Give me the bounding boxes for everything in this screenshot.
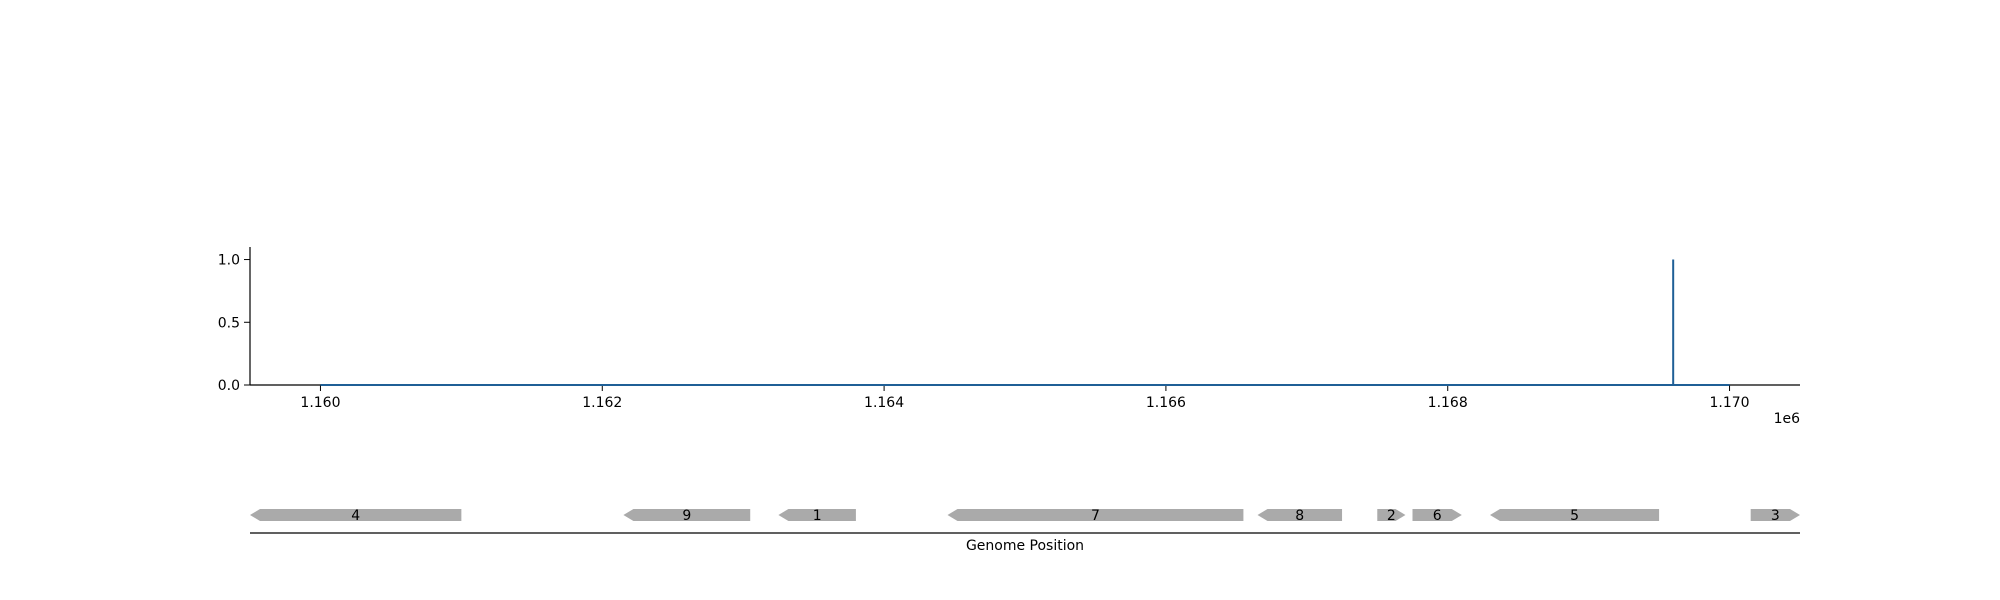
gene-label: 3 bbox=[1771, 508, 1780, 524]
gene-label: 7 bbox=[1091, 508, 1100, 524]
gene-arrow bbox=[250, 509, 462, 521]
gene-label: 2 bbox=[1387, 508, 1396, 524]
x-tick-label: 1.164 bbox=[864, 395, 904, 411]
gene-arrow bbox=[623, 509, 751, 521]
gene-arrow bbox=[1490, 509, 1660, 521]
x-tick-label: 1.168 bbox=[1428, 395, 1468, 411]
gene-arrow bbox=[1412, 509, 1462, 521]
gene-track: 4 9 1 7 8 2 6 5 3 Genome Position bbox=[250, 508, 1800, 554]
y-ticks: 0.0 0.5 1.0 bbox=[218, 253, 250, 394]
x-offset-label: 1e6 bbox=[1774, 411, 1801, 427]
coverage-lines bbox=[320, 259, 1730, 386]
gene-label: 9 bbox=[682, 508, 691, 524]
y-tick-label: 0.5 bbox=[218, 315, 240, 331]
coverage-plot: 0.0 0.5 1.0 1.160 1.162 1.164 1.166 1.168 1.170… bbox=[218, 247, 1800, 427]
gene-arrow bbox=[1257, 509, 1343, 521]
gene-arrow bbox=[1377, 509, 1406, 521]
y-tick-label: 1.0 bbox=[218, 253, 240, 269]
gene-arrow bbox=[947, 509, 1244, 521]
gene-label: 1 bbox=[813, 508, 822, 524]
x-ticks: 1.160 1.162 1.164 1.166 1.168 1.170 bbox=[300, 385, 1750, 411]
gene-label: 8 bbox=[1295, 508, 1304, 524]
gene-arrow bbox=[1750, 509, 1800, 521]
gene-arrow bbox=[778, 509, 856, 521]
gene-label: 6 bbox=[1433, 508, 1442, 524]
genes: 4 9 1 7 8 2 6 5 3 bbox=[250, 508, 1800, 524]
x-tick-label: 1.166 bbox=[1146, 395, 1186, 411]
y-tick-label: 0.0 bbox=[218, 378, 240, 394]
x-axis-title: Genome Position bbox=[966, 538, 1084, 554]
gene-label: 4 bbox=[351, 508, 360, 524]
x-tick-label: 1.162 bbox=[582, 395, 622, 411]
x-tick-label: 1.170 bbox=[1709, 395, 1749, 411]
gene-label: 5 bbox=[1570, 508, 1579, 524]
x-tick-label: 1.160 bbox=[300, 395, 340, 411]
